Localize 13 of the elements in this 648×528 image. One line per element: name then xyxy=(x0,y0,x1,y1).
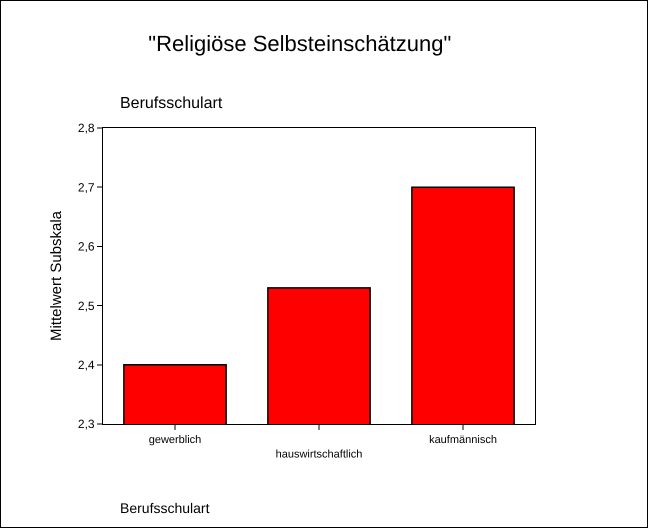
y-tick-label: 2,6 xyxy=(78,240,95,254)
y-axis-title: Mittelwert Subskala xyxy=(48,210,66,342)
y-tick-label: 2,4 xyxy=(78,358,95,372)
y-tick-label: 2,8 xyxy=(78,121,95,136)
x-tick-label: kaufmännisch xyxy=(429,434,497,446)
x-tick-label: hauswirtschaftlich xyxy=(276,448,362,460)
y-tick-label: 2,3 xyxy=(78,417,95,432)
chart-title: "Religiöse Selbsteinschätzung" xyxy=(148,30,452,56)
y-tick-label: 2,7 xyxy=(78,180,95,194)
y-tick-label: 2,5 xyxy=(78,298,95,313)
x-axis-title: Berufsschulart xyxy=(120,500,210,516)
x-tick-label: gewerblich xyxy=(148,434,202,446)
chart-subtitle: Berufsschulart xyxy=(120,95,223,112)
